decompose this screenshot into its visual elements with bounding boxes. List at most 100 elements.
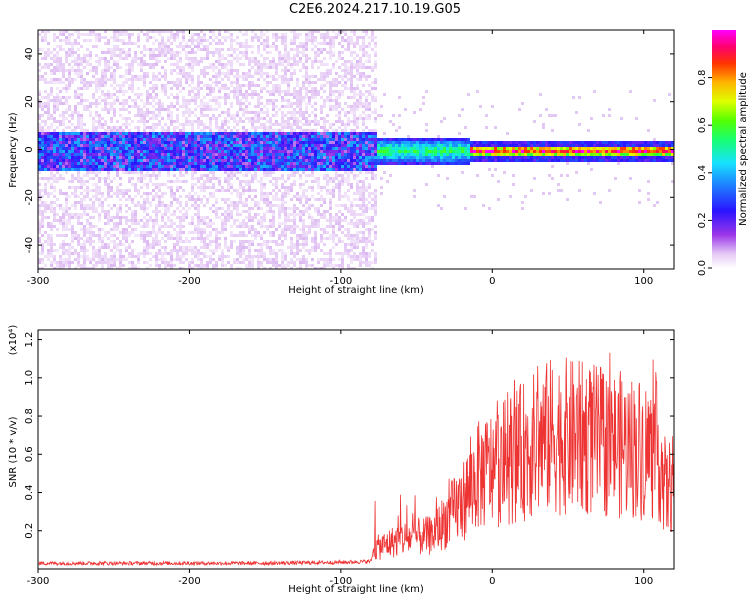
heatmap-cell xyxy=(233,153,236,156)
heatmap-cell xyxy=(170,138,173,141)
heatmap-cell xyxy=(179,237,182,240)
heatmap-cell xyxy=(74,252,77,255)
heatmap-cell xyxy=(149,159,152,162)
heatmap-cell xyxy=(44,111,47,114)
heatmap-cell xyxy=(164,165,167,168)
heatmap-cell xyxy=(251,180,254,183)
heatmap-cell xyxy=(287,159,290,162)
heatmap-cell xyxy=(260,168,263,171)
heatmap-cell xyxy=(293,144,296,147)
heatmap-cell xyxy=(44,159,47,162)
heatmap-cell xyxy=(245,135,248,138)
spectrogram-heatmap xyxy=(38,30,674,269)
heatmap-cell xyxy=(158,171,161,174)
heatmap-cell xyxy=(137,204,140,207)
heatmap-cell xyxy=(290,66,293,69)
heatmap-cell xyxy=(227,75,230,78)
heatmap-cell xyxy=(254,93,257,96)
heatmap-cell xyxy=(161,192,164,195)
heatmap-cell xyxy=(53,243,56,246)
heatmap-cell xyxy=(296,135,299,138)
heatmap-cell xyxy=(251,228,254,231)
heatmap-cell xyxy=(266,156,269,159)
heatmap-cell xyxy=(125,231,128,234)
heatmap-cell xyxy=(197,222,200,225)
heatmap-cell xyxy=(134,219,137,222)
heatmap-cell xyxy=(110,141,113,144)
heatmap-cell xyxy=(200,201,203,204)
heatmap-cell xyxy=(206,162,209,165)
heatmap-cell xyxy=(116,126,119,129)
heatmap-cell xyxy=(182,30,185,33)
heatmap-cell xyxy=(308,198,311,201)
heatmap-cell xyxy=(293,33,296,36)
heatmap-cell xyxy=(140,153,143,156)
heatmap-cell xyxy=(152,150,155,153)
heatmap-cell xyxy=(314,93,317,96)
heatmap-cell xyxy=(104,180,107,183)
heatmap-cell xyxy=(200,150,203,153)
heatmap-cell xyxy=(119,264,122,267)
heatmap-cell xyxy=(173,120,176,123)
heatmap-cell xyxy=(143,114,146,117)
heatmap-cell xyxy=(221,129,224,132)
heatmap-cell xyxy=(230,150,233,153)
heatmap-cell xyxy=(92,201,95,204)
heatmap-cell xyxy=(41,75,44,78)
heatmap-cell xyxy=(320,153,323,156)
heatmap-cell xyxy=(83,231,86,234)
heatmap-cell xyxy=(182,246,185,249)
heatmap-cell xyxy=(41,138,44,141)
heatmap-cell xyxy=(179,228,182,231)
heatmap-cell xyxy=(263,42,266,45)
heatmap-cell xyxy=(56,156,59,159)
heatmap-cell xyxy=(242,144,245,147)
heatmap-cell xyxy=(62,165,65,168)
heatmap-cell xyxy=(212,144,215,147)
heatmap-cell xyxy=(281,231,284,234)
heatmap-cell xyxy=(299,87,302,90)
heatmap-cell xyxy=(233,132,236,135)
heatmap-cell xyxy=(53,72,56,75)
heatmap-cell xyxy=(239,99,242,102)
heatmap-cell xyxy=(254,69,257,72)
heatmap-cell xyxy=(260,30,263,33)
heatmap-cell xyxy=(119,153,122,156)
heatmap-cell xyxy=(323,231,326,234)
heatmap-cell xyxy=(236,69,239,72)
heatmap-cell xyxy=(245,75,248,78)
heatmap-cell xyxy=(134,105,137,108)
heatmap-cell xyxy=(305,240,308,243)
heatmap-cell xyxy=(323,258,326,261)
heatmap-cell xyxy=(164,45,167,48)
heatmap-cell xyxy=(182,39,185,42)
heatmap-cell xyxy=(149,132,152,135)
heatmap-cell xyxy=(248,243,251,246)
heatmap-cell xyxy=(161,183,164,186)
heatmap-cell xyxy=(251,45,254,48)
heatmap-cell xyxy=(296,93,299,96)
heatmap-cell xyxy=(257,78,260,81)
heatmap-cell xyxy=(137,96,140,99)
heatmap-cell xyxy=(206,132,209,135)
heatmap-cell xyxy=(245,159,248,162)
heatmap-cell xyxy=(182,261,185,264)
heatmap-cell xyxy=(86,204,89,207)
heatmap-cell xyxy=(191,126,194,129)
heatmap-cell xyxy=(212,162,215,165)
heatmap-cell xyxy=(320,159,323,162)
heatmap-cell xyxy=(50,69,53,72)
heatmap-cell xyxy=(107,264,110,267)
heatmap-cell xyxy=(302,210,305,213)
heatmap-cell xyxy=(245,99,248,102)
heatmap-cell xyxy=(335,108,338,111)
heatmap-cell xyxy=(56,204,59,207)
heatmap-cell xyxy=(125,120,128,123)
heatmap-cell xyxy=(146,102,149,105)
heatmap-cell xyxy=(77,123,80,126)
heatmap-cell xyxy=(194,132,197,135)
heatmap-cell xyxy=(224,111,227,114)
heatmap-cell xyxy=(305,54,308,57)
heatmap-cell xyxy=(161,258,164,261)
heatmap-cell xyxy=(164,144,167,147)
